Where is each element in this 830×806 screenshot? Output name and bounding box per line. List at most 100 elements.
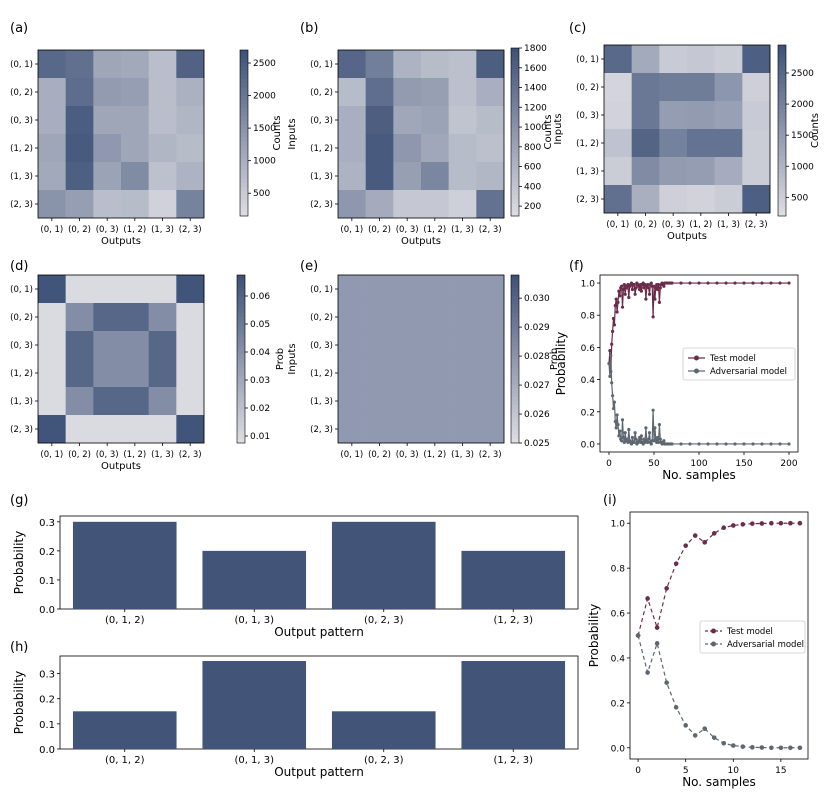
series-point-1 (620, 439, 624, 443)
series-point-0 (769, 281, 773, 285)
heatmap-cell (365, 106, 394, 135)
colorbar-segment (511, 195, 519, 200)
heatmap-cell (38, 134, 66, 163)
y-tick-label: (0, 1) (10, 285, 33, 295)
colorbar-segment (778, 134, 786, 140)
series-point-0 (632, 283, 636, 287)
y-tick-label: (2, 3) (10, 200, 33, 210)
series-point-0 (702, 540, 708, 545)
x-tick-label: (0, 3) (96, 450, 119, 460)
series-point-0 (740, 522, 746, 527)
colorbar-segment (511, 77, 519, 82)
x-tick-label: 5 (683, 766, 689, 776)
colorbar-segment (237, 438, 245, 444)
colorbar-segment (511, 308, 519, 314)
heatmap-cell (176, 303, 205, 332)
colorbar-segment (237, 275, 245, 280)
y-tick-label: 0.1 (39, 720, 55, 731)
heatmap-cell (604, 129, 632, 158)
colorbar-segment (511, 312, 519, 318)
x-tick-label: (0, 1) (606, 220, 629, 230)
y-tick-label: (0, 2) (10, 88, 33, 98)
x-tick-label: (0, 3) (96, 225, 119, 235)
series-point-1 (620, 418, 625, 422)
heatmap-cell (338, 303, 366, 332)
colorbar-segment (511, 127, 519, 133)
x-tick-label: (0, 2) (68, 450, 91, 460)
y-tick-label: (0, 1) (310, 285, 333, 295)
colorbar-segment (237, 359, 245, 364)
heatmap-cell (148, 190, 177, 219)
series-point-1 (778, 442, 782, 446)
colorbar-segment (511, 438, 519, 444)
colorbar-segment (511, 190, 519, 196)
heatmap-cell (93, 359, 122, 388)
series-point-0 (630, 287, 635, 292)
colorbar-segment (237, 342, 245, 347)
series-point-1 (664, 680, 669, 685)
y-tick-label: 0.2 (581, 408, 595, 418)
colorbar-segment (511, 291, 519, 297)
x-tick-label: (0, 1, 2) (105, 755, 145, 766)
heatmap-cell (687, 129, 715, 158)
colorbar-tick-label: 2500 (791, 69, 814, 79)
panel-label: (g) (10, 493, 28, 508)
y-tick-label: (2, 3) (310, 200, 333, 210)
panel-label: (e) (300, 259, 318, 274)
colorbar-segment (778, 70, 786, 76)
series-point-1 (769, 745, 774, 751)
colorbar-segment (237, 392, 245, 398)
colorbar-segment (511, 296, 519, 301)
colorbar-segment (240, 91, 248, 97)
x-tick-label: 100 (690, 459, 707, 469)
heatmap-cell (93, 106, 122, 135)
heatmap-cell (365, 331, 394, 360)
series-point-1 (616, 423, 620, 427)
legend-label: Test model (726, 627, 773, 637)
heatmap-cell (421, 359, 449, 388)
colorbar-tick-label: 400 (524, 182, 541, 192)
y-tick-label: (2, 3) (310, 425, 333, 435)
y-tick-label: (1, 2) (310, 369, 333, 379)
y-tick-label: 0.0 (39, 745, 55, 756)
colorbar-tick-label: 2500 (253, 59, 276, 69)
series-point-1 (662, 439, 666, 443)
y-tick-label: (0, 3) (10, 341, 33, 351)
x-tick-label: (1, 3) (451, 225, 474, 235)
series-point-0 (634, 286, 638, 290)
series-point-0 (618, 294, 622, 298)
heatmap-cell (421, 78, 449, 107)
heatmap-cell (365, 190, 394, 219)
colorbar-segment (511, 430, 519, 435)
panel-a: (a) (0, 1) (0, 2) (0, 3) (1, 2) (1, 3) (2, 3) (… (10, 21, 283, 247)
x-axis-label: Outputs (401, 236, 441, 247)
heatmap-cell (148, 275, 177, 304)
colorbar-segment (237, 296, 245, 301)
series-point-1 (742, 442, 746, 446)
y-tick-label: (1, 3) (310, 172, 333, 182)
series-point-1 (647, 431, 652, 435)
heatmap-cell (121, 275, 149, 304)
heatmap-cell (338, 50, 366, 79)
colorbar-segment (511, 388, 519, 393)
colorbar-segment (778, 156, 786, 161)
heatmap-cell (393, 50, 422, 79)
heatmap-cell (393, 415, 422, 444)
colorbar-segment (511, 396, 519, 402)
series-point-0 (608, 349, 612, 353)
series-point-1 (611, 406, 616, 411)
colorbar-segment (240, 182, 248, 188)
series-point-0 (611, 316, 616, 321)
series-point-1 (651, 408, 655, 412)
x-tick-label: 200 (780, 459, 797, 469)
legend-box (699, 620, 806, 654)
colorbar-segment (240, 99, 248, 105)
colorbar-label: Counts (543, 115, 554, 150)
heatmap-cell (65, 162, 94, 191)
colorbar-segment (511, 359, 519, 364)
y-axis-label: Probability (12, 531, 26, 594)
bar-3 (461, 550, 566, 609)
colorbar-segment (511, 199, 519, 204)
series-point-1 (621, 435, 626, 440)
colorbar-segment (240, 153, 248, 159)
